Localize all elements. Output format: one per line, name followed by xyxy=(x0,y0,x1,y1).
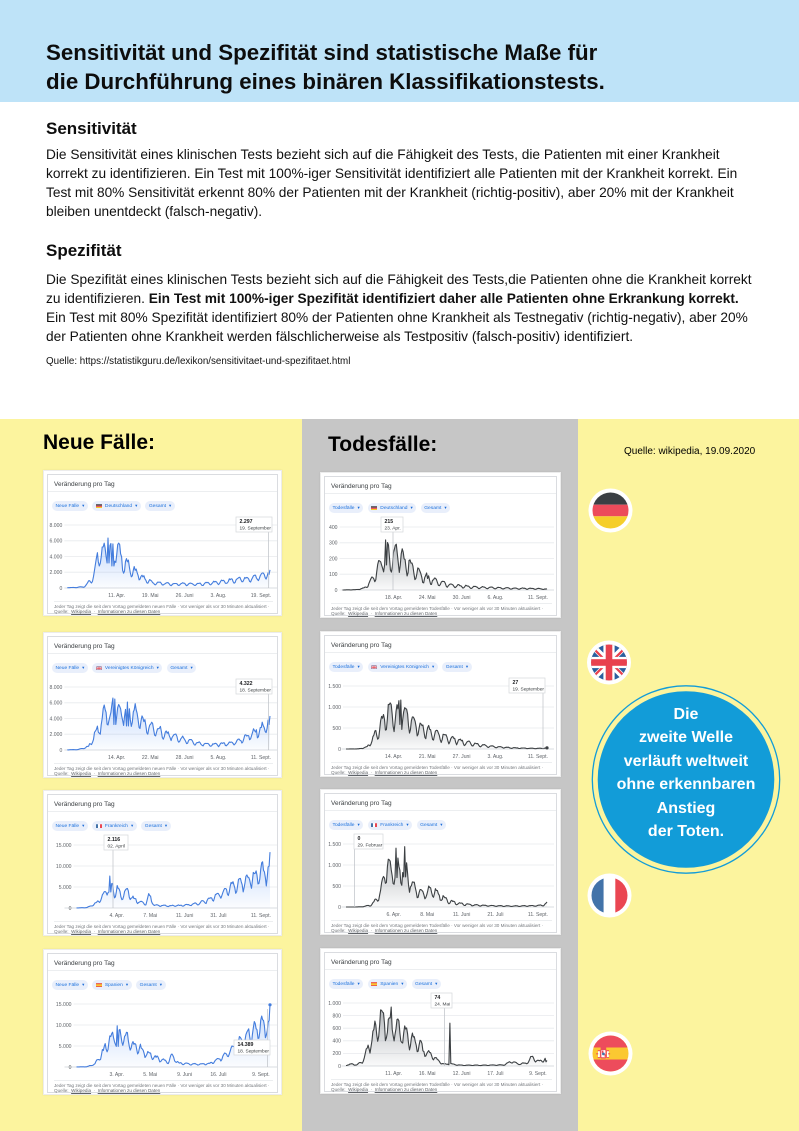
svg-text:0: 0 xyxy=(59,586,62,592)
svg-text:600: 600 xyxy=(333,1026,342,1032)
svg-text:19. Mai: 19. Mai xyxy=(142,593,159,599)
svg-text:200: 200 xyxy=(329,556,338,562)
svg-text:11. Apr.: 11. Apr. xyxy=(385,1071,402,1077)
svg-text:6.000: 6.000 xyxy=(50,539,63,545)
svg-text:1.000: 1.000 xyxy=(328,705,341,711)
svg-text:3. Aug.: 3. Aug. xyxy=(210,593,226,599)
svg-text:500: 500 xyxy=(333,726,342,732)
svg-text:200: 200 xyxy=(333,1051,342,1057)
svg-text:4.322: 4.322 xyxy=(240,681,253,687)
svg-text:10.000: 10.000 xyxy=(56,864,72,870)
svg-text:19. September: 19. September xyxy=(240,526,272,532)
svg-text:1.500: 1.500 xyxy=(328,684,341,690)
svg-text:7. Mai: 7. Mai xyxy=(143,913,157,919)
svg-text:500: 500 xyxy=(333,884,342,890)
svg-text:5.000: 5.000 xyxy=(59,1044,72,1050)
svg-text:28. Juni: 28. Juni xyxy=(176,755,194,761)
svg-text:11. Apr.: 11. Apr. xyxy=(108,593,125,599)
svg-text:9. Sept.: 9. Sept. xyxy=(529,1071,547,1077)
svg-text:21. Juli: 21. Juli xyxy=(487,912,503,918)
svg-text:8.000: 8.000 xyxy=(50,685,63,691)
svg-text:6. Aug.: 6. Aug. xyxy=(487,595,503,601)
svg-text:31. Juli: 31. Juli xyxy=(210,913,226,919)
svg-text:10.000: 10.000 xyxy=(56,1023,72,1029)
svg-text:26. Juni: 26. Juni xyxy=(176,593,194,599)
svg-text:5. Aug.: 5. Aug. xyxy=(210,755,226,761)
svg-text:18. September: 18. September xyxy=(238,1049,270,1055)
svg-text:18. Apr.: 18. Apr. xyxy=(385,595,402,601)
svg-text:1.500: 1.500 xyxy=(328,842,341,848)
svg-text:4. Apr.: 4. Apr. xyxy=(109,913,123,919)
svg-text:0: 0 xyxy=(59,748,62,754)
svg-text:1.000: 1.000 xyxy=(328,863,341,869)
svg-text:11. Sept.: 11. Sept. xyxy=(528,595,548,601)
svg-text:15.000: 15.000 xyxy=(56,843,72,849)
svg-text:29. Februar: 29. Februar xyxy=(358,843,383,849)
svg-text:0: 0 xyxy=(69,906,72,912)
svg-text:0: 0 xyxy=(338,1064,341,1070)
svg-text:17. Juli: 17. Juli xyxy=(487,1071,503,1077)
svg-text:11. Sept.: 11. Sept. xyxy=(251,755,271,761)
svg-text:2.000: 2.000 xyxy=(50,732,63,738)
svg-text:4.000: 4.000 xyxy=(50,716,63,722)
svg-text:8. Mai: 8. Mai xyxy=(420,912,434,918)
svg-text:5.000: 5.000 xyxy=(59,885,72,891)
svg-text:8.000: 8.000 xyxy=(50,523,63,529)
svg-text:12. Juni: 12. Juni xyxy=(453,1071,471,1077)
svg-text:14. Apr.: 14. Apr. xyxy=(385,754,402,760)
svg-text:215: 215 xyxy=(385,519,394,525)
svg-text:24. Mai: 24. Mai xyxy=(435,1002,451,1008)
svg-text:16. Juli: 16. Juli xyxy=(210,1072,226,1078)
svg-text:14. Apr.: 14. Apr. xyxy=(108,755,125,761)
svg-text:11. Sept.: 11. Sept. xyxy=(528,754,548,760)
svg-text:1.000: 1.000 xyxy=(328,1001,341,1007)
svg-text:0: 0 xyxy=(338,905,341,911)
svg-text:9. Juni: 9. Juni xyxy=(177,1072,192,1078)
svg-text:27. Juni: 27. Juni xyxy=(453,754,471,760)
svg-text:0: 0 xyxy=(338,747,341,753)
svg-text:400: 400 xyxy=(333,1039,342,1045)
svg-text:0: 0 xyxy=(69,1065,72,1071)
svg-text:27: 27 xyxy=(513,680,519,686)
svg-text:30. Juni: 30. Juni xyxy=(453,595,471,601)
svg-text:14.389: 14.389 xyxy=(238,1042,254,1048)
svg-text:400: 400 xyxy=(329,525,338,531)
svg-text:3. Apr.: 3. Apr. xyxy=(109,1072,123,1078)
svg-text:3. Aug.: 3. Aug. xyxy=(487,754,503,760)
svg-text:21. Mai: 21. Mai xyxy=(419,754,436,760)
svg-text:22. Mai: 22. Mai xyxy=(142,755,159,761)
svg-text:11. Juni: 11. Juni xyxy=(176,913,193,919)
svg-text:800: 800 xyxy=(333,1013,342,1019)
svg-text:15.000: 15.000 xyxy=(56,1002,72,1008)
svg-text:24. Mai: 24. Mai xyxy=(419,595,436,601)
svg-text:9. Sept.: 9. Sept. xyxy=(252,1072,270,1078)
svg-text:2.297: 2.297 xyxy=(240,519,253,525)
svg-text:2.000: 2.000 xyxy=(50,570,63,576)
svg-text:02. April: 02. April xyxy=(108,844,125,850)
svg-text:4.000: 4.000 xyxy=(50,554,63,560)
svg-text:16. Mai: 16. Mai xyxy=(419,1071,436,1077)
svg-text:19. Sept.: 19. Sept. xyxy=(251,593,271,599)
svg-text:300: 300 xyxy=(329,541,338,547)
svg-text:11. Sept.: 11. Sept. xyxy=(528,912,548,918)
svg-text:74: 74 xyxy=(435,995,441,1001)
svg-text:6. Apr.: 6. Apr. xyxy=(386,912,400,918)
svg-text:2.116: 2.116 xyxy=(108,837,121,843)
svg-text:19. September: 19. September xyxy=(513,687,545,693)
svg-text:100: 100 xyxy=(329,572,338,578)
svg-text:11. Juni: 11. Juni xyxy=(453,912,470,918)
svg-text:5. Mai: 5. Mai xyxy=(143,1072,157,1078)
svg-text:18. September: 18. September xyxy=(240,688,272,694)
svg-text:6.000: 6.000 xyxy=(50,701,63,707)
svg-text:23. Apr.: 23. Apr. xyxy=(385,526,401,532)
svg-text:0: 0 xyxy=(358,836,361,842)
svg-text:11. Sept.: 11. Sept. xyxy=(251,913,271,919)
svg-text:0: 0 xyxy=(335,588,338,594)
